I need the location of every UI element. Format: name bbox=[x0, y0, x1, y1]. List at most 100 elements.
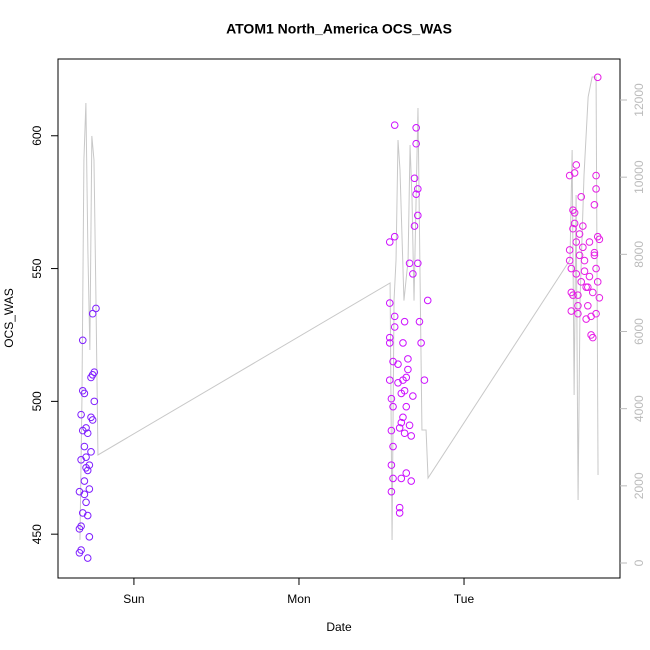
point bbox=[579, 243, 587, 252]
point bbox=[584, 283, 592, 291]
point bbox=[410, 174, 419, 183]
point bbox=[414, 185, 422, 193]
point bbox=[565, 256, 574, 265]
y2-tick-label: 8000 bbox=[632, 241, 646, 268]
y2-tick-label: 0 bbox=[632, 559, 646, 566]
point bbox=[572, 270, 581, 278]
point bbox=[580, 267, 589, 276]
point bbox=[385, 376, 394, 384]
point bbox=[595, 235, 604, 244]
point bbox=[83, 511, 92, 520]
point bbox=[385, 299, 394, 307]
point bbox=[580, 256, 589, 265]
point bbox=[404, 365, 412, 374]
chart-title: ATOM1 North_America OCS_WAS bbox=[226, 21, 452, 37]
point bbox=[572, 161, 581, 169]
point bbox=[593, 278, 602, 286]
x-tick-label: Tue bbox=[454, 592, 475, 606]
point bbox=[572, 238, 581, 246]
point bbox=[575, 251, 584, 260]
point bbox=[412, 139, 420, 148]
point bbox=[565, 246, 574, 254]
point bbox=[574, 301, 582, 310]
point bbox=[83, 429, 92, 438]
point bbox=[390, 232, 399, 241]
point bbox=[407, 477, 416, 485]
point bbox=[420, 376, 429, 384]
point bbox=[399, 413, 407, 422]
point bbox=[590, 248, 599, 257]
point bbox=[395, 424, 404, 432]
point bbox=[387, 461, 396, 469]
point bbox=[590, 201, 599, 209]
point bbox=[80, 442, 89, 451]
point bbox=[412, 190, 420, 198]
point bbox=[570, 169, 579, 177]
x-tick-label: Mon bbox=[287, 592, 310, 606]
point bbox=[78, 336, 87, 345]
point bbox=[405, 259, 414, 268]
point bbox=[400, 317, 409, 326]
point bbox=[80, 477, 89, 485]
point bbox=[400, 429, 409, 438]
y-axis-label: OCS_WAS bbox=[2, 288, 16, 348]
point bbox=[402, 373, 411, 382]
point bbox=[409, 392, 417, 400]
point bbox=[593, 73, 602, 82]
line-series bbox=[79, 76, 599, 541]
point bbox=[402, 469, 411, 477]
point bbox=[588, 333, 597, 342]
point bbox=[390, 121, 399, 129]
y-tick-label: 450 bbox=[30, 524, 44, 544]
point bbox=[80, 490, 89, 499]
point bbox=[574, 309, 582, 318]
point bbox=[397, 418, 406, 427]
point bbox=[77, 522, 85, 531]
point bbox=[577, 193, 586, 201]
point bbox=[404, 355, 412, 363]
point bbox=[409, 270, 417, 278]
point bbox=[397, 474, 406, 483]
point bbox=[417, 339, 425, 347]
point bbox=[584, 301, 592, 310]
point bbox=[390, 323, 399, 331]
point bbox=[83, 554, 92, 562]
point bbox=[85, 461, 94, 469]
point bbox=[88, 309, 97, 318]
y2-tick-label: 10000 bbox=[632, 160, 646, 194]
point bbox=[399, 339, 407, 347]
point bbox=[567, 307, 576, 315]
point bbox=[82, 453, 90, 461]
plot-frame bbox=[57, 58, 621, 579]
point bbox=[575, 230, 584, 238]
point bbox=[400, 386, 409, 395]
point bbox=[415, 317, 424, 326]
point bbox=[579, 222, 587, 230]
point bbox=[394, 360, 402, 368]
y-tick-label: 600 bbox=[30, 125, 44, 145]
y-tick-label: 500 bbox=[30, 391, 44, 411]
point bbox=[390, 312, 399, 321]
y2-tick-label: 12000 bbox=[632, 83, 646, 117]
point bbox=[395, 509, 404, 517]
point bbox=[570, 219, 579, 228]
point bbox=[423, 296, 432, 305]
point bbox=[570, 208, 579, 217]
y2-tick-label: 2000 bbox=[632, 472, 646, 499]
point bbox=[385, 339, 394, 347]
point bbox=[577, 278, 586, 286]
point bbox=[410, 222, 419, 230]
x-axis-label: Date bbox=[326, 620, 352, 634]
point bbox=[83, 466, 92, 475]
point bbox=[387, 487, 396, 496]
point bbox=[585, 272, 594, 281]
point bbox=[385, 238, 394, 246]
point bbox=[77, 410, 85, 419]
point bbox=[592, 171, 600, 180]
y2-tick-label: 6000 bbox=[632, 318, 646, 345]
point bbox=[585, 238, 594, 246]
y2-tick-label: 4000 bbox=[632, 395, 646, 422]
point bbox=[590, 251, 599, 260]
